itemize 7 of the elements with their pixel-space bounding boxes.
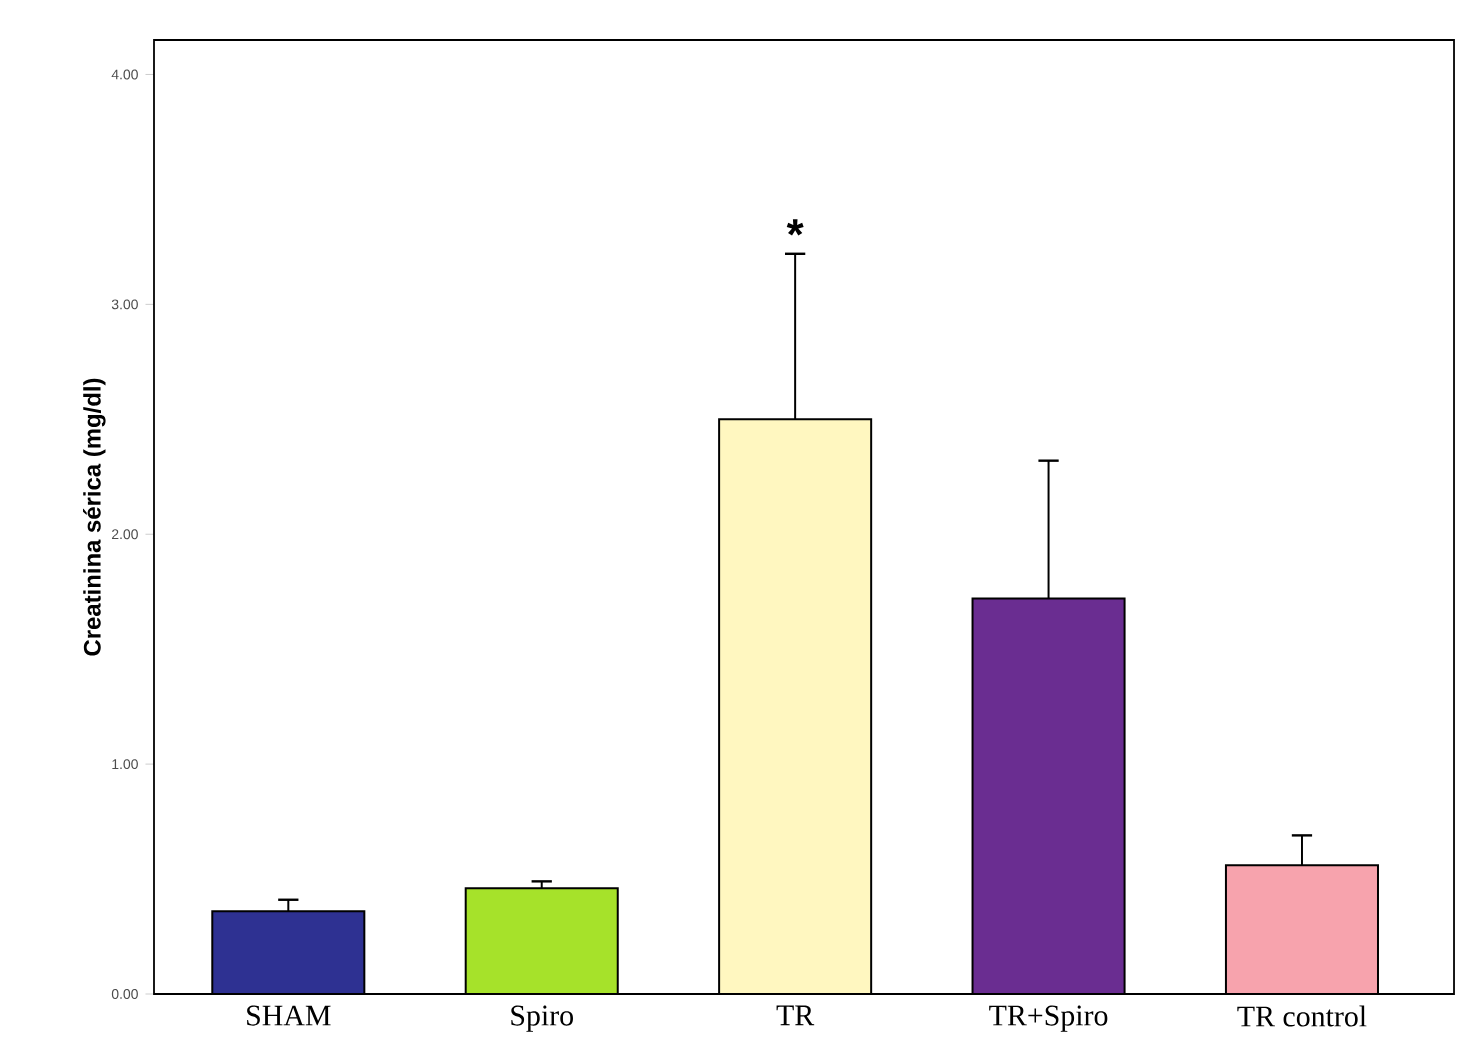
- x-tick-label: Spiro: [511, 1005, 573, 1032]
- x-tick-label: SHAM: [247, 1005, 331, 1026]
- x-tick-label: TR control: [1237, 1005, 1367, 1027]
- x-tick-label: TR: [776, 1005, 815, 1026]
- x-tick-label: TR+Spiro: [989, 1005, 1108, 1032]
- y-axis-title: Creatinina sérica (mg/dl): [83, 378, 106, 656]
- annotation: *: [786, 219, 804, 236]
